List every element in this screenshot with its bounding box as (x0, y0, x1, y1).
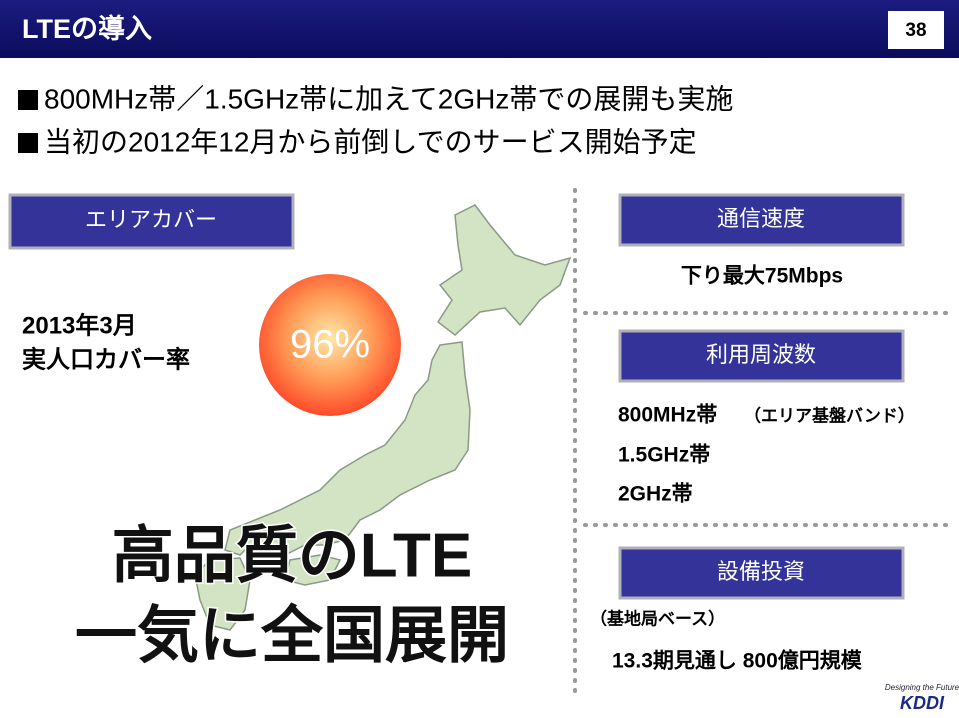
coverage-value: 96% (290, 323, 370, 367)
slogan: 高品質のLTE (112, 521, 473, 590)
logo-tagline: Designing the Future (885, 683, 959, 692)
bullet: 当初の2012年12月から前倒しでのサービス開始予定 (44, 126, 697, 157)
section-heading: 利用周波数 (706, 342, 816, 367)
section-heading-box (618, 193, 905, 247)
header-title: LTEの導入 (22, 13, 152, 44)
japan-map (194, 204, 572, 631)
coverage-label: 2013年3月 (22, 311, 137, 339)
slogan: 一気に全国展開 (75, 601, 509, 670)
speed-text: 下り最大75Mbps (681, 265, 843, 288)
investment-note: （基地局ベース） (590, 608, 725, 628)
section-heading: 通信速度 (717, 206, 805, 231)
section-heading-box (618, 329, 905, 383)
section-heading-box (8, 193, 295, 250)
bullet-mark (18, 133, 38, 153)
frequency-line: 800MHz帯 (618, 404, 717, 427)
section-heading-box (618, 546, 905, 600)
section-heading: 設備投資 (717, 559, 805, 584)
frequency-line: 2GHz帯 (618, 483, 693, 506)
coverage-circle (259, 274, 401, 416)
bullet-mark (18, 90, 38, 110)
logo: KDDI (900, 693, 945, 713)
section-heading: エリアカバー (85, 207, 217, 232)
frequency-note: （エリア基盤バンド） (744, 405, 915, 425)
page-number: 38 (905, 20, 926, 41)
header-bar (0, 0, 959, 58)
investment-text: 13.3期見通し 800億円規模 (612, 649, 863, 673)
bullet: 800MHz帯／1.5GHz帯に加えて2GHz帯での展開も実施 (44, 83, 733, 114)
frequency-line: 1.5GHz帯 (618, 444, 710, 467)
page-number-box (888, 11, 944, 49)
coverage-label: 実人口カバー率 (22, 345, 190, 373)
